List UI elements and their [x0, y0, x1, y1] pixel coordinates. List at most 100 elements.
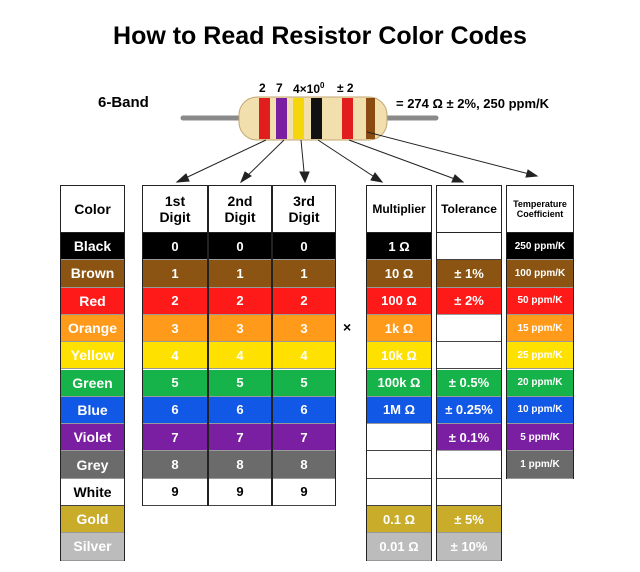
cell-color-black: Black [61, 233, 124, 261]
cell-tolerance-yellow [437, 342, 501, 370]
cell-digit2-white: 9 [209, 478, 271, 506]
arrow-line [317, 139, 383, 183]
tolerance-label: ± 2 [337, 81, 354, 95]
cell-tempco-green: 20 ppm/K [507, 369, 573, 397]
cell-digit2-green: 5 [209, 369, 271, 397]
cell-digit3-black: 0 [273, 233, 335, 261]
column-header-line: Digit [159, 209, 191, 225]
cell-multiplier-yellow: 10k Ω [367, 342, 431, 370]
cell-digit3-green: 5 [273, 369, 335, 397]
resistor-band-1 [259, 98, 270, 139]
cell-multiplier-red: 100 Ω [367, 287, 431, 315]
column-multiplier: Multiplier 1 Ω 10 Ω 100 Ω 1k Ω 10k Ω 100k Ω 1M … [366, 185, 432, 561]
resistor-band-2 [276, 98, 287, 139]
cell-color-yellow: Yellow [61, 342, 124, 370]
column-header-tolerance: Tolerance [437, 186, 501, 233]
column-header-digit3: 3rd Digit [273, 186, 335, 233]
cell-color-grey: Grey [61, 451, 124, 479]
column-tolerance: Tolerance ± 1% ± 2% ± 0.5% ± 0.25% ± 0.1% ± 5%… [436, 185, 502, 561]
cell-tempco-blue: 10 ppm/K [507, 396, 573, 425]
cell-tolerance-black [437, 233, 501, 261]
column-header-line: Digit [288, 209, 320, 225]
arrow-head [239, 171, 252, 184]
cell-digit2-yellow: 4 [209, 342, 271, 370]
cell-digit1-green: 5 [143, 369, 207, 397]
cell-tolerance-gold: ± 5% [437, 506, 501, 534]
cell-multiplier-green: 100k Ω [367, 369, 431, 397]
arrow-line [348, 139, 464, 183]
cell-tolerance-white [437, 478, 501, 506]
column-color: Color Black Brown Red Orange Yellow Green Blue V… [60, 185, 125, 561]
column-header-digit2: 2nd Digit [209, 186, 271, 233]
cell-color-gold: Gold [61, 506, 124, 534]
cell-digit2-black: 0 [209, 233, 271, 261]
cell-digit3-violet: 7 [273, 424, 335, 452]
cell-multiplier-black: 1 Ω [367, 233, 431, 261]
cell-color-green: Green [61, 369, 124, 397]
cell-digit3-orange: 3 [273, 314, 335, 343]
cell-digit2-red: 2 [209, 287, 271, 315]
resistor-value-equation: = 274 Ω ± 2%, 250 ppm/K [396, 96, 550, 111]
column-header-tempco: Temperature Coefficient [507, 186, 573, 233]
column-digit2: 2nd Digit 0 1 2 3 4 5 6 7 8 9 [208, 185, 272, 506]
band-type-label: 6-Band [98, 94, 149, 111]
column-header-line: Coefficient [516, 209, 564, 219]
multiplier-label: 4×100 [293, 81, 325, 96]
cell-multiplier-gold: 0.1 Ω [367, 506, 431, 534]
cell-multiplier-white [367, 478, 431, 506]
column-digit1: 1st Digit 0 1 2 3 4 5 6 7 8 9 [142, 185, 208, 506]
cell-tempco-violet: 5 ppm/K [507, 424, 573, 452]
multiply-sign: × [343, 319, 352, 335]
cell-tempco-yellow: 25 ppm/K [507, 342, 573, 370]
resistor-band-5 [342, 98, 353, 139]
cell-tolerance-red: ± 2% [437, 287, 501, 315]
cell-multiplier-orange: 1k Ω [367, 314, 431, 343]
cell-multiplier-silver: 0.01 Ω [367, 533, 431, 561]
cell-color-white: White [61, 478, 124, 506]
resistor-band-4 [311, 98, 322, 139]
cell-digit1-black: 0 [143, 233, 207, 261]
cell-digit1-blue: 6 [143, 396, 207, 425]
cell-digit1-violet: 7 [143, 424, 207, 452]
column-header-line: 1st [164, 193, 186, 209]
cell-multiplier-grey [367, 451, 431, 479]
cell-tolerance-brown: ± 1% [437, 260, 501, 288]
column-header-multiplier: Multiplier [367, 186, 431, 233]
arrow-line [366, 131, 538, 177]
cell-digit1-red: 2 [143, 287, 207, 315]
cell-tolerance-violet: ± 0.1% [437, 424, 501, 452]
cell-digit2-grey: 8 [209, 451, 271, 479]
cell-color-violet: Violet [61, 424, 124, 452]
cell-tempco-brown: 100 ppm/K [507, 260, 573, 288]
cell-color-blue: Blue [61, 396, 124, 425]
cell-color-red: Red [61, 287, 124, 315]
arrow-head [525, 169, 539, 178]
second-digit-label: 7 [276, 81, 283, 95]
cell-digit2-brown: 1 [209, 260, 271, 288]
cell-digit2-blue: 6 [209, 396, 271, 425]
cell-digit2-violet: 7 [209, 424, 271, 452]
resistor-band-6 [366, 98, 375, 139]
cell-tolerance-orange [437, 314, 501, 343]
arrow-head [175, 173, 190, 183]
cell-digit1-yellow: 4 [143, 342, 207, 370]
cell-tempco-orange: 15 ppm/K [507, 314, 573, 343]
column-header-digit1: 1st Digit [143, 186, 207, 233]
column-header-color: Color [61, 186, 124, 233]
column-header-line: Temperature [513, 199, 567, 209]
cell-digit1-brown: 1 [143, 260, 207, 288]
column-digit3: 3rd Digit 0 1 2 3 4 5 6 7 8 9 [272, 185, 336, 506]
arrow-line [176, 139, 267, 183]
cell-color-orange: Orange [61, 314, 124, 343]
column-header-line: 2nd [227, 193, 253, 209]
cell-digit3-brown: 1 [273, 260, 335, 288]
cell-digit3-red: 2 [273, 287, 335, 315]
cell-color-silver: Silver [61, 533, 124, 561]
cell-digit1-orange: 3 [143, 314, 207, 343]
cell-tolerance-green: ± 0.5% [437, 369, 501, 397]
cell-tempco-red: 50 ppm/K [507, 287, 573, 315]
cell-digit2-orange: 3 [209, 314, 271, 343]
arrow-head [370, 172, 384, 183]
cell-tempco-grey: 1 ppm/K [507, 451, 573, 479]
